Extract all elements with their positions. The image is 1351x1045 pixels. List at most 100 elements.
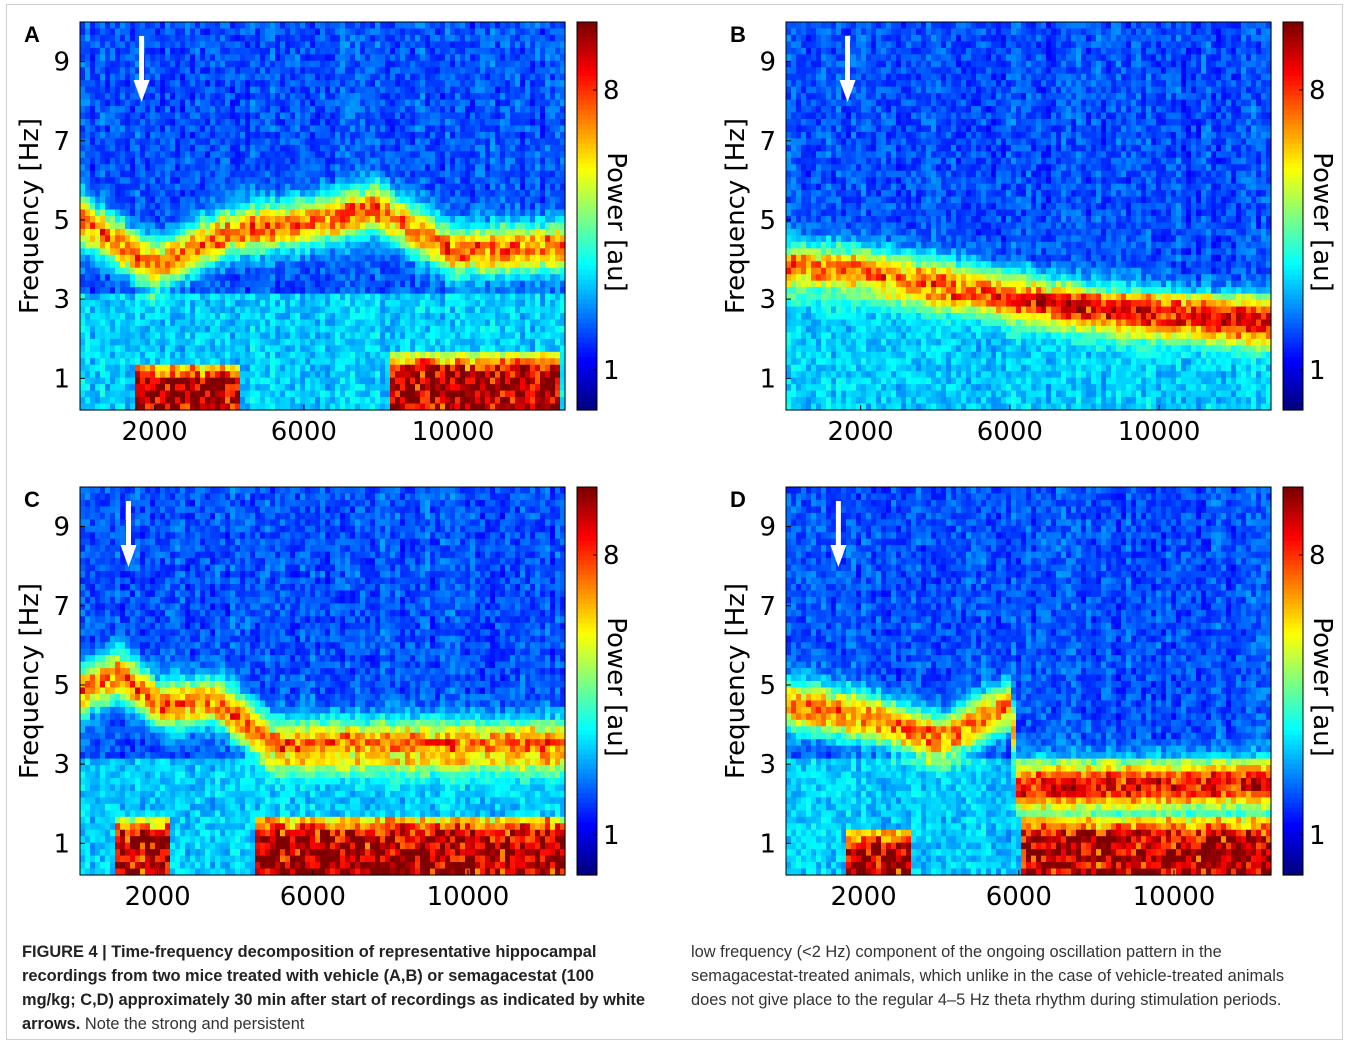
- heatmap-cell: [345, 300, 351, 308]
- heatmap-cell: [425, 190, 431, 198]
- heatmap-cell: [270, 332, 276, 340]
- heatmap-cell: [260, 144, 266, 152]
- heatmap-cell: [325, 196, 331, 204]
- heatmap-cell: [110, 235, 116, 243]
- heatmap-cell: [350, 403, 356, 411]
- heatmap-cell: [205, 300, 211, 308]
- heatmap-cell: [130, 351, 136, 359]
- heatmap-cell: [310, 164, 316, 172]
- heatmap-cell: [375, 222, 381, 230]
- heatmap-cell: [315, 274, 321, 282]
- heatmap-cell: [370, 22, 376, 30]
- heatmap-cell: [340, 144, 346, 152]
- heatmap-cell: [445, 86, 451, 94]
- heatmap-cell: [330, 390, 336, 398]
- heatmap-cell: [475, 332, 481, 340]
- heatmap-cell: [280, 287, 286, 295]
- heatmap-cell: [255, 203, 261, 211]
- heatmap-cell: [145, 287, 151, 295]
- heatmap-cell: [115, 190, 121, 198]
- heatmap-cell: [290, 313, 296, 321]
- heatmap-cell: [355, 60, 361, 68]
- heatmap-cell: [130, 177, 136, 185]
- heatmap-cell: [260, 131, 266, 139]
- heatmap-cell: [250, 86, 256, 94]
- heatmap-cell: [120, 364, 126, 372]
- heatmap-cell: [430, 397, 436, 405]
- heatmap-cell: [375, 131, 381, 139]
- heatmap-cell: [350, 54, 356, 62]
- heatmap-cell: [420, 319, 426, 327]
- heatmap-cell: [260, 228, 266, 236]
- heatmap-cell: [195, 216, 201, 224]
- heatmap-cell: [345, 157, 351, 165]
- heatmap-cell: [335, 67, 341, 75]
- heatmap-cell: [435, 164, 441, 172]
- heatmap-cell: [190, 397, 196, 405]
- heatmap-cell: [350, 86, 356, 94]
- heatmap-cell: [470, 306, 476, 314]
- heatmap-cell: [425, 280, 431, 288]
- heatmap-cell: [190, 80, 196, 88]
- heatmap-cell: [385, 209, 391, 217]
- heatmap-cell: [260, 47, 266, 55]
- heatmap-cell: [300, 119, 306, 127]
- heatmap-cell: [465, 280, 471, 288]
- heatmap-cell: [120, 267, 126, 275]
- heatmap-cell: [295, 60, 301, 68]
- heatmap-cell: [115, 293, 121, 301]
- heatmap-cell: [155, 338, 161, 346]
- heatmap-cell: [225, 371, 231, 379]
- heatmap-cell: [305, 28, 311, 36]
- heatmap-cell: [475, 397, 481, 405]
- heatmap-cell: [135, 364, 141, 372]
- heatmap-cell: [175, 119, 181, 127]
- heatmap-cell: [265, 390, 271, 398]
- heatmap-cell: [460, 319, 466, 327]
- heatmap-cell: [180, 313, 186, 321]
- heatmap-cell: [140, 345, 146, 353]
- heatmap-cell: [165, 54, 171, 62]
- heatmap-cell: [300, 34, 306, 42]
- heatmap-cell: [425, 358, 431, 366]
- heatmap-cell: [330, 170, 336, 178]
- heatmap-cell: [290, 170, 296, 178]
- heatmap-cell: [300, 183, 306, 191]
- heatmap-cell: [405, 254, 411, 262]
- heatmap-cell: [380, 364, 386, 372]
- heatmap-cell: [330, 99, 336, 107]
- heatmap-cell: [295, 144, 301, 152]
- heatmap-cell: [340, 183, 346, 191]
- heatmap-cell: [315, 209, 321, 217]
- heatmap-cell: [170, 397, 176, 405]
- heatmap-cell: [80, 80, 86, 88]
- heatmap-cell: [120, 345, 126, 353]
- heatmap-cell: [115, 287, 121, 295]
- heatmap-cell: [460, 93, 466, 101]
- heatmap-cell: [110, 390, 116, 398]
- heatmap-cell: [110, 338, 116, 346]
- heatmap-cell: [110, 397, 116, 405]
- heatmap-cell: [270, 183, 276, 191]
- heatmap-cell: [185, 403, 191, 411]
- heatmap-cell: [85, 209, 91, 217]
- heatmap-cell: [470, 216, 476, 224]
- heatmap-cell: [420, 119, 426, 127]
- heatmap-cell: [235, 377, 241, 385]
- heatmap-cell: [210, 209, 216, 217]
- heatmap-cell: [485, 144, 491, 152]
- heatmap-cell: [155, 67, 161, 75]
- heatmap-cell: [355, 345, 361, 353]
- heatmap-cell: [215, 144, 221, 152]
- heatmap-cell: [400, 274, 406, 282]
- heatmap-cell: [320, 235, 326, 243]
- heatmap-cell: [440, 306, 446, 314]
- heatmap-cell: [350, 261, 356, 269]
- heatmap-cell: [110, 203, 116, 211]
- heatmap-cell: [130, 144, 136, 152]
- heatmap-cell: [315, 67, 321, 75]
- heatmap-cell: [100, 332, 106, 340]
- heatmap-cell: [195, 319, 201, 327]
- heatmap-cell: [315, 332, 321, 340]
- heatmap-cell: [330, 280, 336, 288]
